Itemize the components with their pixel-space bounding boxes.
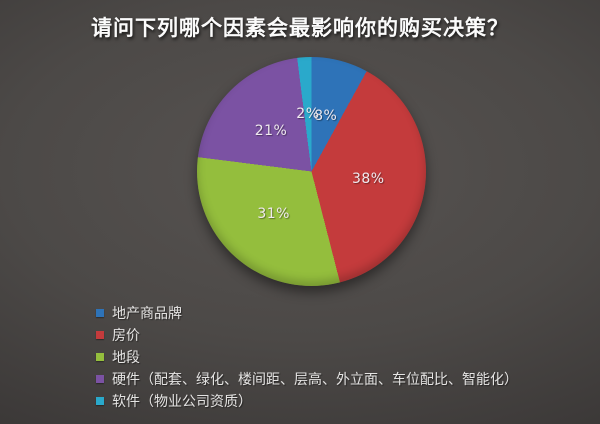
pie-chart: 8% 38% 31% 21% 2%	[197, 57, 426, 286]
legend-item: 软件（物业公司资质）	[96, 390, 518, 412]
pie-data-label: 38%	[351, 170, 385, 187]
pie-data-label: 8%	[314, 108, 338, 125]
legend-item: 硬件（配套、绿化、楼间距、层高、外立面、车位配比、智能化）	[96, 368, 518, 390]
legend-item: 房价	[96, 324, 518, 346]
legend-swatch	[96, 309, 104, 317]
legend-label: 地产商品牌	[112, 306, 182, 322]
legend-label: 地段	[112, 350, 140, 366]
legend-swatch	[96, 397, 104, 405]
pie-data-label: 31%	[257, 206, 290, 223]
legend-swatch	[96, 375, 104, 383]
pie-data-label: 2%	[296, 106, 320, 123]
legend-label: 房价	[112, 328, 140, 344]
legend-label: 硬件（配套、绿化、楼间距、层高、外立面、车位配比、智能化）	[112, 372, 518, 388]
legend-item: 地产商品牌	[96, 302, 518, 324]
legend-swatch	[96, 331, 104, 339]
legend-label: 软件（物业公司资质）	[112, 394, 252, 410]
legend-swatch	[96, 353, 104, 361]
pie-data-label: 21%	[254, 123, 288, 140]
legend: 地产商品牌 房价 地段 硬件（配套、绿化、楼间距、层高、外立面、车位配比、智能化…	[96, 302, 518, 412]
legend-item: 地段	[96, 346, 518, 368]
chart-title: 请问下列哪个因素会最影响你的购买决策？	[91, 16, 509, 40]
